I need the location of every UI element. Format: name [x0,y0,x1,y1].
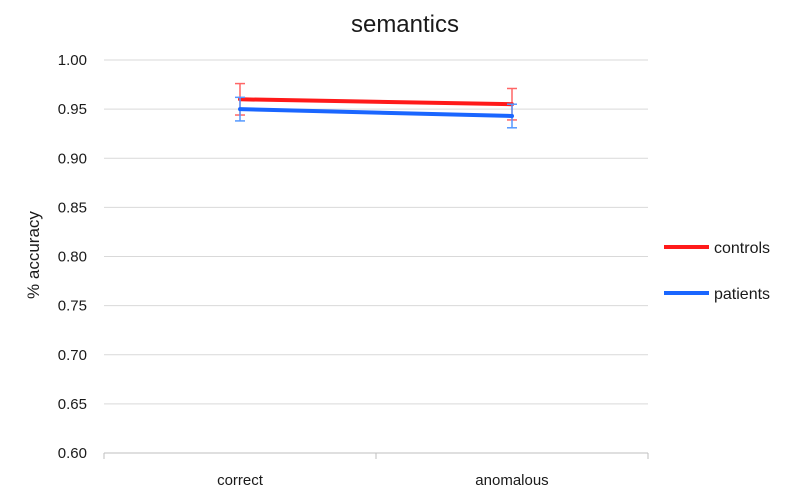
chart-title: semantics [351,11,459,38]
x-tick-label: anomalous [475,472,548,489]
series-line [239,107,513,119]
series-patients [235,96,517,129]
y-tick-label: 0.60 [58,445,87,462]
y-tick-label: 0.65 [58,396,87,413]
y-tick-label: 0.70 [58,347,87,364]
y-tick-label: 0.75 [58,298,87,315]
series-layer [235,82,517,129]
x-tick-labels: correct anomalous [217,472,549,489]
legend-item-controls: controls [664,240,770,257]
legend-item-patients: patients [664,286,770,303]
legend-label: controls [714,240,770,257]
gridlines [103,59,649,459]
x-tick-label: correct [217,472,264,489]
data-point [238,107,242,112]
y-tick-label: 1.00 [58,52,87,69]
y-tick-label: 0.90 [58,150,87,167]
y-tick-label: 0.85 [58,199,87,216]
y-axis-label: % accuracy [24,211,43,299]
y-tick-label: 0.95 [58,101,87,118]
data-point [510,114,514,119]
legend-label: patients [714,286,770,303]
legend: controls patients [664,240,770,303]
y-tick-label: 0.80 [58,249,87,266]
series-line [239,97,513,107]
y-tick-labels: 0.60 0.65 0.70 0.75 0.80 0.85 0.90 0.95 1.00 [58,52,87,462]
